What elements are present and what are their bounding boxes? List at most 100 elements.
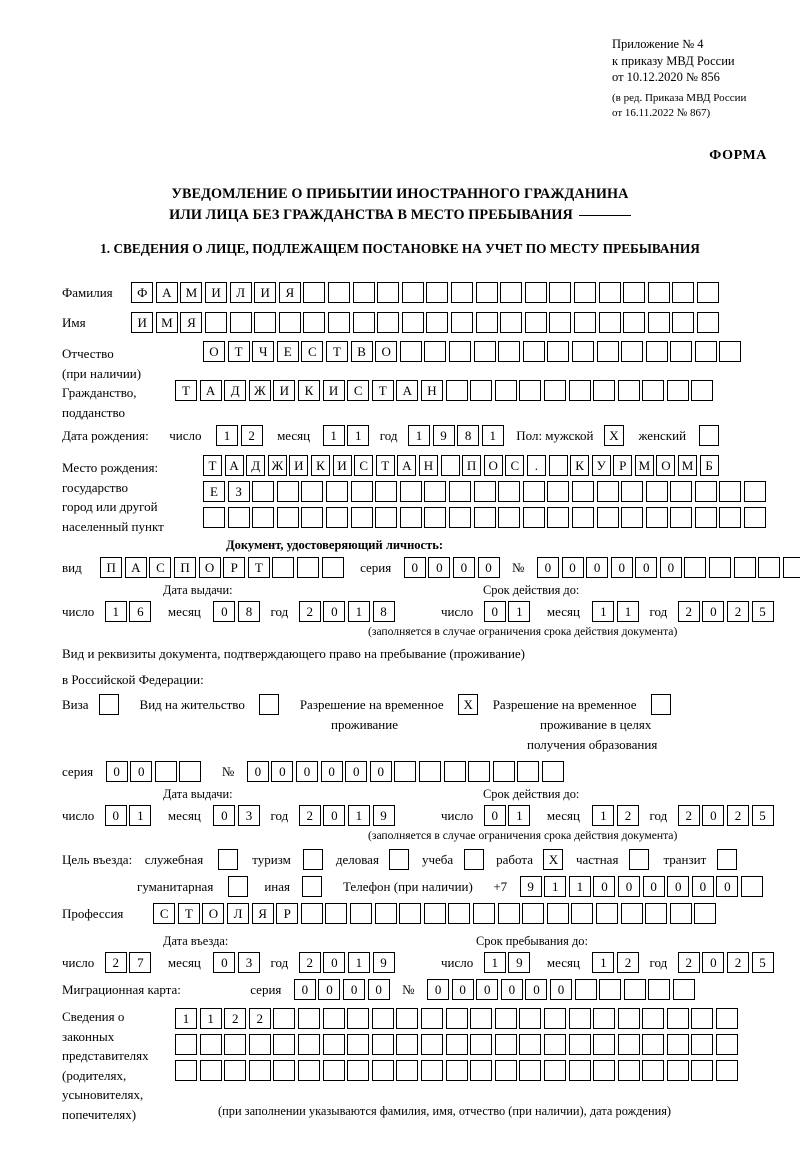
birth-year-cells-3[interactable]: 8 xyxy=(457,425,480,446)
doc-number-cells-8[interactable] xyxy=(709,557,732,578)
birthplace-cells-3-19[interactable] xyxy=(645,507,668,528)
citizenship-cells-1[interactable]: Т xyxy=(175,380,197,401)
doc-type-cells-2[interactable]: А xyxy=(124,557,147,578)
birthplace-cells-2-18[interactable] xyxy=(621,481,644,502)
birthplace-cells-2-7[interactable] xyxy=(350,481,373,502)
legal-cells-1-4[interactable]: 2 xyxy=(248,1008,271,1029)
citizenship-cells-7[interactable]: И xyxy=(322,380,345,401)
doc-issue-year-cells-1[interactable]: 2 xyxy=(298,601,321,622)
citizenship-cells-21[interactable] xyxy=(666,380,689,401)
profession-cells-20[interactable] xyxy=(620,903,643,924)
citizenship-cells-5[interactable]: И xyxy=(273,380,296,401)
permit-number-cells-1[interactable]: 0 xyxy=(246,761,269,782)
entry-year-cells-3[interactable]: 1 xyxy=(347,952,370,973)
citizenship-cells-17[interactable] xyxy=(568,380,591,401)
citizenship-cells-16[interactable] xyxy=(543,380,566,401)
phone-cells-2[interactable]: 1 xyxy=(544,876,567,897)
patronymic-cells-21[interactable] xyxy=(694,341,717,362)
birthplace-cells-1-13[interactable]: П xyxy=(462,455,482,476)
mc-number-cells-3[interactable]: 0 xyxy=(476,979,499,1000)
legal-cells-2-23[interactable] xyxy=(716,1034,739,1055)
surname-cells-22[interactable] xyxy=(647,282,670,303)
legal-cells-2-13[interactable] xyxy=(470,1034,493,1055)
profession-cells-7[interactable] xyxy=(300,903,323,924)
birthplace-cells-1-15[interactable]: С xyxy=(505,455,525,476)
name-cells-15[interactable] xyxy=(475,312,498,333)
doc-valid-year-cells-4[interactable]: 5 xyxy=(751,601,774,622)
legal-cells-2[interactable] xyxy=(175,1034,739,1055)
permit-number-cells-3[interactable]: 0 xyxy=(296,761,319,782)
legal-cells-1-23[interactable] xyxy=(716,1008,739,1029)
birthplace-cells-1-17[interactable] xyxy=(548,455,568,476)
doc-type-cells-6[interactable]: Р xyxy=(223,557,246,578)
profession-cells-6[interactable]: Р xyxy=(276,903,299,924)
birthplace-cells-3-5[interactable] xyxy=(301,507,324,528)
phone-cells-5[interactable]: 0 xyxy=(618,876,641,897)
name-cells-11[interactable] xyxy=(377,312,400,333)
birth-year-cells-1[interactable]: 1 xyxy=(407,425,430,446)
legal-cells-1-13[interactable] xyxy=(470,1008,493,1029)
legal-cells-2-4[interactable] xyxy=(248,1034,271,1055)
temporary-residence-checkbox[interactable]: X xyxy=(458,694,479,715)
birthplace-cells-2-12[interactable] xyxy=(473,481,496,502)
name-cells-2[interactable]: М xyxy=(155,312,178,333)
surname-cells-1[interactable]: Ф xyxy=(131,282,154,303)
legal-cells-1-2[interactable]: 1 xyxy=(199,1008,222,1029)
name-cells-21[interactable] xyxy=(623,312,646,333)
birthplace-cells-3-6[interactable] xyxy=(325,507,348,528)
profession-cells-15[interactable] xyxy=(497,903,520,924)
birthplace-cells-1-4[interactable]: Ж xyxy=(267,455,287,476)
entry-month-cells-2[interactable]: 3 xyxy=(237,952,260,973)
legal-cells-1-3[interactable]: 2 xyxy=(224,1008,247,1029)
doc-series-cells-2[interactable]: 0 xyxy=(428,557,451,578)
birthplace-cells-1-12[interactable] xyxy=(440,455,460,476)
doc-valid-day-cells-2[interactable]: 1 xyxy=(508,601,531,622)
permit-valid-day-cells-2[interactable]: 1 xyxy=(508,805,531,826)
phone-cells-10[interactable] xyxy=(741,876,763,897)
birthplace-cells-2-23[interactable] xyxy=(744,481,767,502)
birthplace-cells-3-11[interactable] xyxy=(448,507,471,528)
birth-day-cells-1[interactable]: 1 xyxy=(215,425,238,446)
permit-issue-day-cells-1[interactable]: 0 xyxy=(104,805,127,826)
surname-cells-20[interactable] xyxy=(598,282,621,303)
patronymic-cells-10[interactable] xyxy=(424,341,447,362)
legal-cells-2-9[interactable] xyxy=(371,1034,394,1055)
doc-issue-month-cells-1[interactable]: 0 xyxy=(213,601,236,622)
stay-day-cells-2[interactable]: 9 xyxy=(508,952,531,973)
patronymic-cells-8[interactable]: О xyxy=(375,341,398,362)
legal-cells-3-2[interactable] xyxy=(199,1060,222,1081)
name-cells-12[interactable] xyxy=(401,312,424,333)
sex-female-checkbox[interactable] xyxy=(698,425,719,446)
birthplace-cells-1-2[interactable]: А xyxy=(224,455,244,476)
profession-cells-14[interactable] xyxy=(472,903,495,924)
profession-cells-2[interactable]: Т xyxy=(177,903,200,924)
permit-series-cells-3[interactable] xyxy=(154,761,177,782)
profession-cells-16[interactable] xyxy=(522,903,545,924)
patronymic-cells-19[interactable] xyxy=(645,341,668,362)
birthplace-cells-2-16[interactable] xyxy=(571,481,594,502)
birthplace-cells-3-15[interactable] xyxy=(547,507,570,528)
mc-number-cells-6[interactable]: 0 xyxy=(550,979,573,1000)
birthplace-cells-2-15[interactable] xyxy=(547,481,570,502)
citizenship-cells-9[interactable]: Т xyxy=(371,380,394,401)
name-cells-1[interactable]: И xyxy=(131,312,154,333)
birth-year-cells-4[interactable]: 1 xyxy=(481,425,504,446)
entry-month-cells-1[interactable]: 0 xyxy=(213,952,236,973)
permit-issue-month-cells-1[interactable]: 0 xyxy=(213,805,236,826)
doc-number-cells-3[interactable]: 0 xyxy=(586,557,609,578)
legal-cells-2-6[interactable] xyxy=(297,1034,320,1055)
profession-cells-13[interactable] xyxy=(448,903,471,924)
doc-series-cells-3[interactable]: 0 xyxy=(452,557,475,578)
